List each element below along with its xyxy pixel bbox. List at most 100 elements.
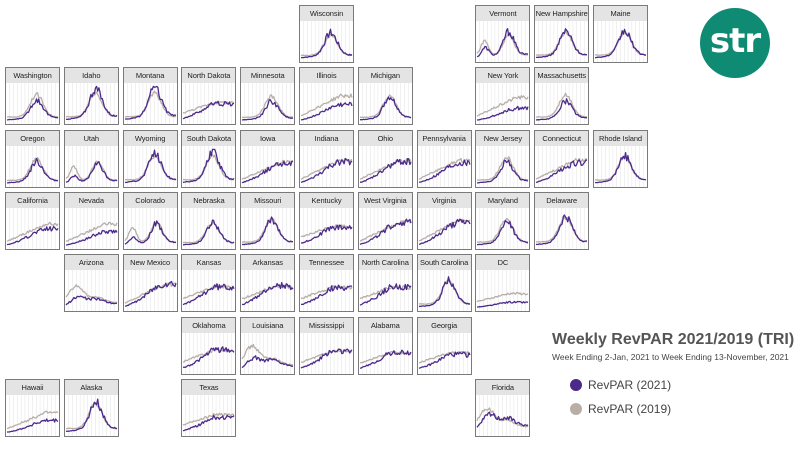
state-tile-new-york: New York bbox=[475, 67, 531, 126]
series-line-2021 bbox=[6, 98, 59, 121]
state-label: Rhode Island bbox=[594, 130, 647, 146]
state-tile-california: California bbox=[5, 191, 60, 250]
series-line-2021 bbox=[124, 149, 176, 183]
series-line-2021 bbox=[359, 96, 412, 121]
state-label: Florida bbox=[476, 379, 530, 395]
series-line-2021 bbox=[594, 28, 647, 59]
state-label: Wisconsin bbox=[300, 6, 353, 21]
state-label: Colorado bbox=[123, 192, 177, 208]
state-sparkline bbox=[182, 394, 235, 436]
state-tile-maryland: Maryland bbox=[475, 191, 531, 250]
state-tile-washington: Washington bbox=[5, 67, 60, 126]
legend-item-2019: RevPAR (2019) bbox=[570, 402, 671, 416]
state-label: Alaska bbox=[64, 379, 118, 395]
state-tile-louisiana: Louisiana bbox=[240, 316, 296, 375]
state-sparkline bbox=[124, 270, 177, 312]
state-sparkline bbox=[242, 270, 294, 312]
series-line-2019 bbox=[300, 284, 353, 300]
state-sparkline bbox=[65, 83, 118, 125]
state-sparkline bbox=[359, 145, 412, 187]
series-line-2021 bbox=[7, 418, 59, 433]
state-sparkline bbox=[536, 83, 588, 125]
series-line-2019 bbox=[6, 410, 59, 430]
series-line-2021 bbox=[477, 158, 529, 184]
state-label: Georgia bbox=[417, 317, 471, 333]
series-line-2019 bbox=[242, 94, 294, 119]
series-line-2021 bbox=[242, 160, 294, 183]
state-label: Texas bbox=[182, 379, 236, 395]
state-tile-florida: Florida bbox=[475, 378, 531, 437]
state-sparkline bbox=[241, 145, 294, 187]
state-tile-georgia: Georgia bbox=[416, 316, 472, 375]
state-tile-massachusetts: Massachusetts bbox=[534, 67, 590, 126]
state-sparkline bbox=[477, 145, 529, 187]
series-line-2021 bbox=[477, 300, 529, 308]
state-label: New Jersey bbox=[476, 130, 530, 146]
series-line-2021 bbox=[300, 157, 353, 183]
legend-item-2021: RevPAR (2021) bbox=[570, 378, 671, 392]
state-label: North Dakota bbox=[182, 68, 236, 84]
state-label: New Mexico bbox=[123, 255, 177, 271]
state-tile-pennsylvania: Pennsylvania bbox=[416, 129, 472, 188]
state-sparkline bbox=[65, 207, 118, 249]
series-line-2021 bbox=[594, 151, 647, 183]
state-sparkline bbox=[183, 207, 235, 249]
series-line-2021 bbox=[300, 347, 353, 369]
state-tile-michigan: Michigan bbox=[357, 67, 413, 126]
series-line-2021 bbox=[124, 281, 177, 308]
state-label: Virginia bbox=[417, 192, 471, 208]
state-label: Oklahoma bbox=[182, 317, 236, 333]
state-tile-oklahoma: Oklahoma bbox=[181, 316, 237, 375]
state-label: North Carolina bbox=[358, 255, 412, 271]
series-line-2021 bbox=[359, 157, 412, 183]
state-label: DC bbox=[476, 255, 530, 271]
state-label: Iowa bbox=[241, 130, 295, 146]
series-line-2019 bbox=[359, 285, 411, 300]
series-line-2021 bbox=[183, 345, 235, 368]
state-label: Nebraska bbox=[182, 192, 236, 208]
series-line-2019 bbox=[6, 221, 59, 242]
state-label: California bbox=[6, 192, 59, 208]
state-sparkline bbox=[594, 145, 647, 187]
series-line-2021 bbox=[535, 158, 588, 183]
state-tile-rhode-island: Rhode Island bbox=[593, 129, 648, 188]
state-label: New York bbox=[476, 68, 530, 84]
state-sparkline bbox=[65, 394, 117, 436]
state-sparkline bbox=[536, 207, 588, 249]
str-logo-text: str bbox=[709, 21, 761, 61]
str-logo: str bbox=[700, 8, 770, 78]
state-tile-kansas: Kansas bbox=[181, 254, 237, 313]
state-sparkline bbox=[536, 21, 588, 62]
state-sparkline bbox=[359, 332, 412, 374]
state-tile-south-dakota: South Dakota bbox=[181, 129, 237, 188]
legend-label-2021: RevPAR (2021) bbox=[588, 378, 672, 392]
series-line-2021 bbox=[536, 214, 588, 246]
series-line-2021 bbox=[477, 106, 530, 121]
state-tile-arizona: Arizona bbox=[63, 254, 119, 313]
state-tile-wyoming: Wyoming bbox=[122, 129, 178, 188]
series-line-2021 bbox=[242, 282, 294, 306]
state-tile-utah: Utah bbox=[63, 129, 119, 188]
state-tile-new-jersey: New Jersey bbox=[475, 129, 531, 188]
series-line-2021 bbox=[300, 224, 353, 244]
state-tile-oregon: Oregon bbox=[5, 129, 60, 188]
series-line-2021 bbox=[300, 28, 353, 59]
state-label: Michigan bbox=[358, 68, 412, 84]
state-sparkline bbox=[535, 145, 588, 187]
series-line-2021 bbox=[183, 414, 235, 432]
state-sparkline bbox=[124, 145, 176, 187]
state-label: Nevada bbox=[64, 192, 118, 208]
state-tile-indiana: Indiana bbox=[299, 129, 354, 188]
series-line-2021 bbox=[124, 220, 176, 245]
series-line-2019 bbox=[183, 347, 235, 363]
series-line-2021 bbox=[300, 284, 353, 306]
state-sparkline bbox=[183, 270, 235, 312]
state-sparkline bbox=[300, 145, 353, 187]
series-line-2021 bbox=[65, 229, 118, 246]
series-line-2019 bbox=[183, 100, 235, 114]
series-line-2019 bbox=[476, 291, 529, 303]
state-label: Connecticut bbox=[535, 130, 589, 146]
series-line-2021 bbox=[477, 28, 529, 58]
state-tile-north-carolina: North Carolina bbox=[357, 254, 413, 313]
